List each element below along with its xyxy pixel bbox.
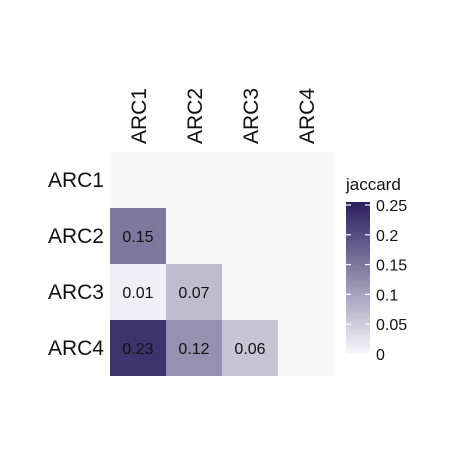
column-label-arc3: ARC3 — [240, 88, 263, 144]
cell-value-label-arc2-arc1: 0.15 — [122, 229, 153, 246]
legend-title: jaccard — [345, 175, 401, 194]
row-label-arc2: ARC2 — [48, 225, 104, 248]
row-label-arc1: ARC1 — [48, 169, 104, 192]
color-legend: jaccard 0 0.05 0.1 0.15 0.2 0.25 — [345, 175, 407, 364]
legend-ticks: 0 0.05 0.1 0.15 0.2 0.25 — [346, 198, 407, 364]
heatmap-cell-arc2-arc1 — [110, 208, 166, 264]
legend-tick-label-0.2: 0.2 — [376, 228, 398, 245]
legend-tick-label-0.1: 0.1 — [376, 287, 398, 304]
cell-value-label-arc3-arc1: 0.01 — [122, 285, 153, 302]
heatmap-cells — [110, 208, 278, 376]
row-label-arc3: ARC3 — [48, 281, 104, 304]
legend-tick-label-0: 0 — [376, 347, 385, 364]
heatmap-cell-arc3-arc1 — [110, 264, 166, 320]
column-label-arc1: ARC1 — [128, 88, 151, 144]
heatmap-cell-labels: 0.15 0.01 0.07 0.23 0.12 0.06 — [122, 229, 265, 358]
cell-value-label-arc3-arc2: 0.07 — [178, 285, 209, 302]
legend-tick-label-0.25: 0.25 — [376, 198, 407, 215]
column-labels: ARC1 ARC2 ARC3 ARC4 — [128, 88, 319, 144]
cell-value-label-arc4-arc1: 0.23 — [122, 341, 153, 358]
legend-tick-label-0.05: 0.05 — [376, 317, 407, 334]
legend-color-bar — [346, 202, 370, 354]
heatmap-cell-arc4-arc3 — [222, 320, 278, 376]
row-labels: ARC1 ARC2 ARC3 ARC4 — [48, 169, 104, 360]
cell-value-label-arc4-arc2: 0.12 — [178, 341, 209, 358]
heatmap-cell-arc4-arc2 — [166, 320, 222, 376]
legend-tick-label-0.15: 0.15 — [376, 258, 407, 275]
column-label-arc4: ARC4 — [296, 88, 319, 144]
heatmap-cell-arc3-arc2 — [166, 264, 222, 320]
row-label-arc4: ARC4 — [48, 337, 104, 360]
cell-value-label-arc4-arc3: 0.06 — [234, 341, 265, 358]
heatmap-cell-arc4-arc1 — [110, 320, 166, 376]
column-label-arc2: ARC2 — [184, 88, 207, 144]
